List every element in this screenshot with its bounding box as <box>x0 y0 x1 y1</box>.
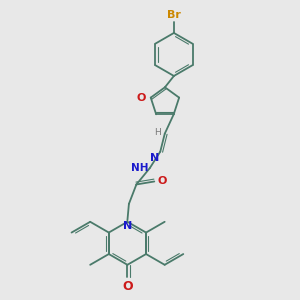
Text: H: H <box>154 128 161 137</box>
Text: N: N <box>123 220 132 231</box>
Text: O: O <box>122 280 133 293</box>
Text: N: N <box>150 153 160 163</box>
Text: Br: Br <box>167 11 181 20</box>
Text: O: O <box>137 93 146 103</box>
Text: O: O <box>157 176 167 187</box>
Text: NH: NH <box>131 163 148 173</box>
